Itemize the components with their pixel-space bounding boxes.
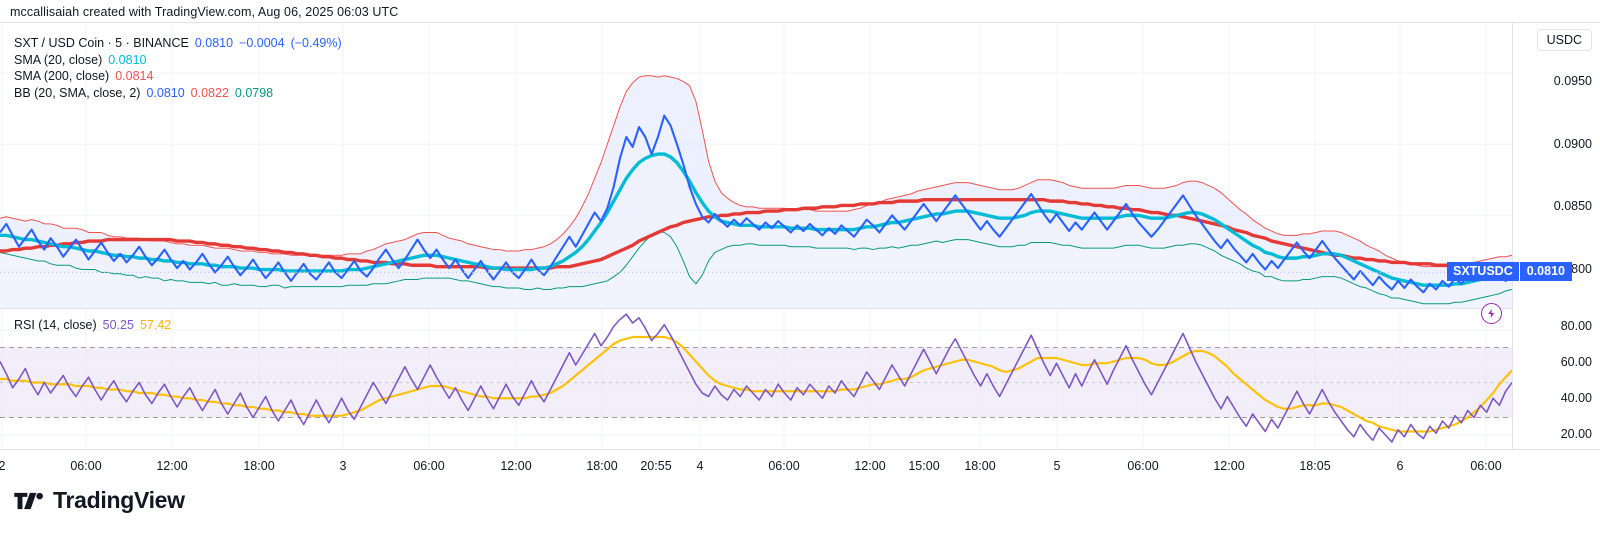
price-tick: 0.0950: [1553, 74, 1592, 88]
time-tick: 4: [696, 459, 704, 473]
price-chart-svg: [0, 23, 1512, 308]
rsi-tick: 40.00: [1560, 391, 1592, 405]
time-tick: 2: [0, 459, 6, 473]
rsi-tick: 60.00: [1560, 355, 1592, 369]
time-tick: 18:00: [243, 459, 275, 473]
pane-divider: [0, 308, 1600, 309]
time-tick: 06:00: [70, 459, 102, 473]
rsi-pane[interactable]: [0, 309, 1512, 449]
time-tick: 18:05: [1299, 459, 1331, 473]
current-price-badge[interactable]: SXTUSDC 0.0810: [1447, 262, 1572, 281]
time-tick: 5: [1053, 459, 1061, 473]
time-tick: 6: [1396, 459, 1404, 473]
time-tick: 18:00: [964, 459, 996, 473]
chart-frame: SXT / USD Coin · 5 · BINANCE 0.0810 −0.000…: [0, 22, 1600, 481]
right-price-axis[interactable]: USDC 0.0950 0.0900 0.0850 0.0800 80.00 6…: [1512, 23, 1600, 481]
time-tick: 3: [339, 459, 347, 473]
price-badge-symbol: SXTUSDC: [1447, 262, 1520, 281]
tradingview-logo-icon: [14, 492, 44, 510]
time-tick: 06:00: [413, 459, 445, 473]
rsi-tick: 20.00: [1560, 427, 1592, 441]
rsi-tick: 80.00: [1560, 319, 1592, 333]
time-tick: 06:00: [1127, 459, 1159, 473]
lightning-bolt-icon[interactable]: [1481, 303, 1502, 324]
time-tick: 20:55: [640, 459, 672, 473]
rsi-chart-svg: [0, 309, 1512, 449]
time-tick: 12:00: [1213, 459, 1245, 473]
time-tick: 12:00: [500, 459, 532, 473]
currency-unit-badge[interactable]: USDC: [1536, 29, 1592, 51]
price-tick: 0.0900: [1553, 137, 1592, 151]
time-tick: 12:00: [156, 459, 188, 473]
time-axis[interactable]: 2 06:00 12:00 18:00 3 06:00 12:00 18:00 …: [0, 449, 1600, 481]
price-badge-value: 0.0810: [1519, 262, 1572, 281]
time-tick: 15:00: [908, 459, 940, 473]
attribution-text: mccallisaiah created with TradingView.co…: [10, 5, 399, 19]
tradingview-wordmark: TradingView: [53, 487, 185, 513]
time-tick: 12:00: [854, 459, 886, 473]
time-tick: 18:00: [586, 459, 618, 473]
price-tick: 0.0850: [1553, 199, 1592, 213]
price-pane[interactable]: [0, 23, 1512, 308]
time-tick: 06:00: [768, 459, 800, 473]
time-tick: 06:00: [1470, 459, 1502, 473]
footer-branding: TradingView: [14, 487, 185, 514]
